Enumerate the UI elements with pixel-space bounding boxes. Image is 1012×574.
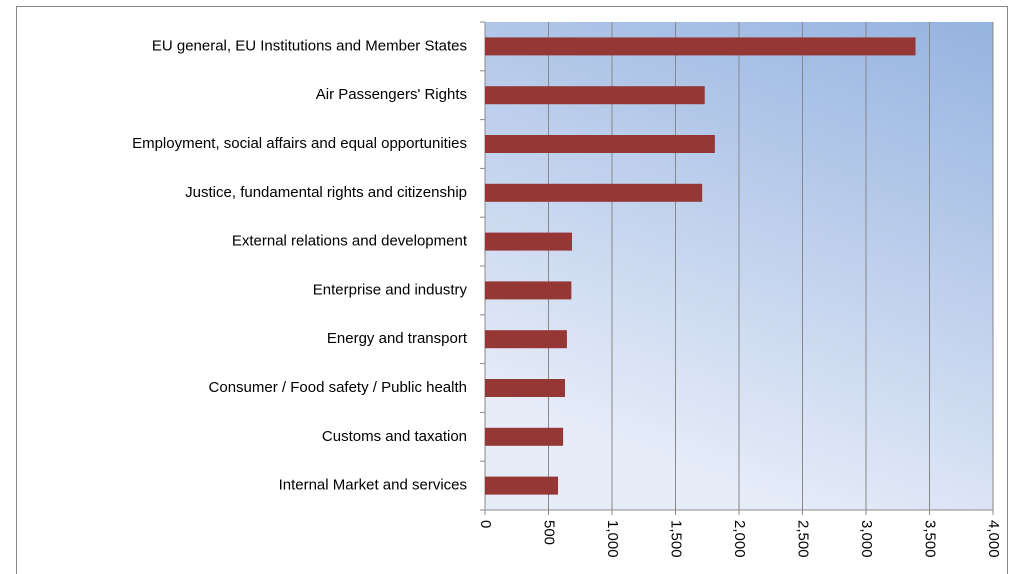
y-tick-label: Customs and taxation <box>322 428 467 445</box>
x-tick-label: 2,500 <box>795 520 812 558</box>
y-tick-label: Employment, social affairs and equal opp… <box>132 135 467 152</box>
x-tick-label: 3,000 <box>858 520 875 558</box>
x-tick-label: 0 <box>477 520 494 528</box>
bar <box>485 379 566 397</box>
x-tick-label: 1,000 <box>604 520 621 558</box>
bar <box>485 183 703 202</box>
y-tick-label: Air Passengers' Rights <box>316 86 467 103</box>
bar <box>485 427 564 446</box>
bar <box>485 330 567 349</box>
y-tick-label: Energy and transport <box>327 330 468 347</box>
y-tick-label: Consumer / Food safety / Public health <box>209 379 467 396</box>
y-tick-label: External relations and development <box>232 233 468 250</box>
bar <box>485 281 572 300</box>
bar <box>485 135 715 153</box>
bar <box>485 476 559 495</box>
y-tick-label: Enterprise and industry <box>313 281 468 298</box>
bar <box>485 37 916 56</box>
x-tick-label: 500 <box>541 520 558 545</box>
x-tick-label: 4,000 <box>985 520 1002 558</box>
bar <box>485 86 705 105</box>
y-tick-label: Internal Market and services <box>279 477 467 494</box>
x-tick-label: 3,500 <box>922 520 939 558</box>
y-tick-label: Justice, fundamental rights and citizens… <box>185 184 467 201</box>
x-tick-label: 1,500 <box>668 520 685 558</box>
y-tick-label: EU general, EU Institutions and Member S… <box>152 37 467 54</box>
x-tick-label: 2,000 <box>731 520 748 558</box>
bar <box>485 232 572 251</box>
